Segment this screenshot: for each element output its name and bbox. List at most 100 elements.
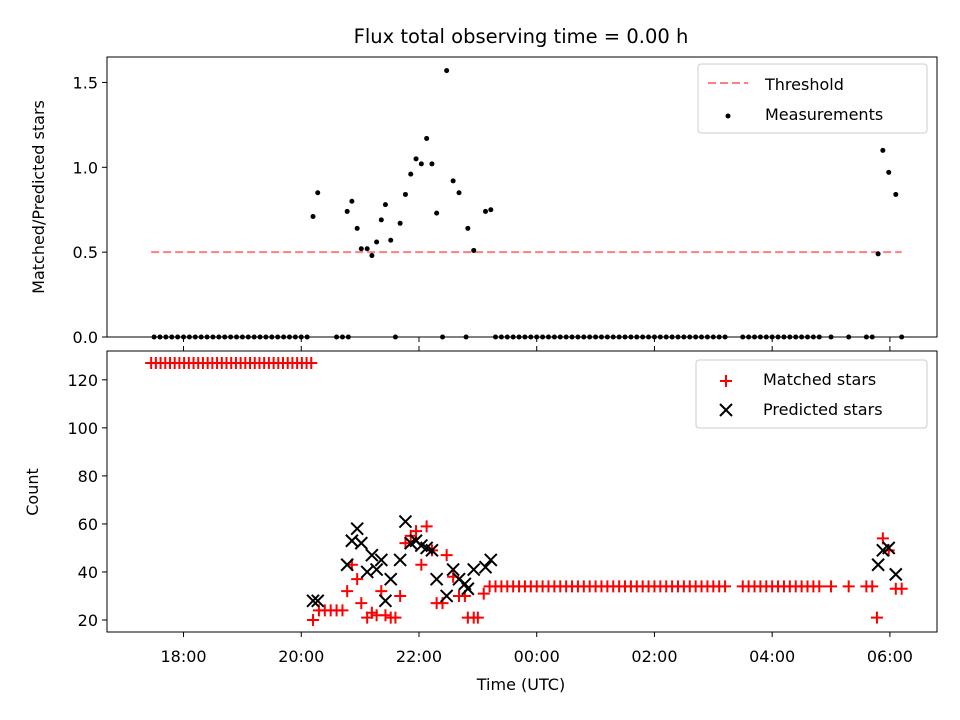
bottom-y-tick-label: 60 (78, 515, 98, 534)
predicted-star-point (350, 522, 364, 536)
matched-star-point (415, 558, 428, 571)
measurement-point (557, 334, 563, 340)
legend-predicted-swatch (719, 403, 733, 417)
measurement-point (775, 334, 781, 340)
legend-predicted-label: Predicted stars (763, 400, 883, 419)
measurement-point (646, 334, 652, 340)
measurement-point (769, 334, 775, 340)
measurement-point (875, 251, 881, 257)
bottom-y-tick-label: 100 (67, 419, 98, 438)
predicted-star-point (871, 558, 885, 572)
matched-star-point (477, 587, 490, 600)
measurement-point (269, 334, 275, 340)
measurement-point (450, 178, 456, 184)
predicted-star-point (882, 541, 896, 555)
matched-star-point (410, 525, 423, 538)
measurement-point (651, 334, 657, 340)
legend-measurements-swatch (725, 113, 731, 119)
measurement-point (710, 334, 716, 340)
measurement-point (722, 334, 728, 340)
bottom-y-axis-label: Count (23, 468, 42, 516)
predicted-star-point (429, 572, 444, 586)
measurement-point (245, 334, 251, 340)
measurement-point (869, 334, 875, 340)
measurement-point (192, 334, 198, 340)
measurement-point (663, 334, 669, 340)
measurement-point (628, 334, 634, 340)
measurement-point (522, 334, 528, 340)
measurement-point (281, 334, 287, 340)
measurement-point (787, 334, 793, 340)
measurement-point (616, 334, 622, 340)
measurement-point (604, 334, 610, 340)
predicted-star-point (374, 553, 389, 567)
measurement-point (369, 253, 375, 259)
matched-star-point (870, 611, 883, 624)
measurement-point (402, 191, 408, 197)
measurement-point (304, 334, 310, 340)
measurement-point (545, 334, 551, 340)
matched-star-point (307, 613, 320, 626)
predicted-star-point (306, 594, 320, 608)
measurement-point (275, 334, 281, 340)
matched-star-point (842, 580, 855, 593)
measurement-point (286, 334, 292, 340)
measurement-point (181, 334, 187, 340)
measurement-point (157, 334, 163, 340)
measurement-point (358, 246, 364, 252)
measurement-point (408, 171, 414, 177)
measurement-point (163, 334, 169, 340)
bottom-x-tick-label: 22:00 (396, 647, 442, 666)
bottom-y-tick-label: 20 (78, 611, 98, 630)
matched-star-point (394, 589, 407, 602)
measurement-point (418, 161, 424, 167)
measurement-point (510, 334, 516, 340)
predicted-star-point (354, 536, 369, 550)
matched-star-point (375, 585, 388, 598)
matched-star-point (336, 604, 349, 617)
measurement-point (886, 169, 892, 175)
measurement-point (863, 334, 869, 340)
matched-star-point (351, 573, 364, 586)
matched-star-point (305, 357, 318, 370)
predicted-star-point (461, 582, 475, 596)
measurement-point (581, 334, 587, 340)
legend-measurements-label: Measurements (765, 105, 883, 124)
measurement-point (434, 210, 440, 216)
top-y-ticks: 0.0 0.5 1.0 1.5 (73, 73, 107, 347)
measurement-point (388, 237, 394, 243)
matched-star-point (379, 609, 392, 622)
predicted-star-point (311, 594, 325, 608)
matched-star-point (389, 611, 402, 624)
matched-stars-points (145, 357, 908, 626)
measurement-point (424, 135, 430, 141)
measurement-point (640, 334, 646, 340)
measurement-point (345, 334, 351, 340)
measurement-point (444, 68, 450, 74)
matched-star-point (341, 585, 354, 598)
bottom-x-tick-label: 06:00 (867, 647, 913, 666)
measurement-point (504, 334, 510, 340)
bottom-legend-box (695, 359, 928, 429)
measurement-point (575, 334, 581, 340)
measurement-point (298, 334, 304, 340)
measurement-point (228, 334, 234, 340)
measurement-point (465, 225, 471, 231)
measurement-point (669, 334, 675, 340)
matched-star-point (355, 597, 368, 610)
matched-star-point (866, 580, 879, 593)
matched-star-point (471, 611, 484, 624)
measurement-point (622, 334, 628, 340)
x-axis-label: Time (UTC) (476, 675, 565, 694)
measurement-point (563, 334, 569, 340)
matched-star-point (420, 520, 433, 533)
measurement-point (781, 334, 787, 340)
measurement-point (740, 334, 746, 340)
matched-star-point (813, 580, 826, 593)
measurement-point (151, 334, 157, 340)
top-legend: Threshold Measurements (697, 63, 928, 134)
measurement-point (315, 190, 321, 196)
predicted-star-point (484, 553, 498, 567)
measurement-point (440, 334, 446, 340)
measurement-point (752, 334, 758, 340)
